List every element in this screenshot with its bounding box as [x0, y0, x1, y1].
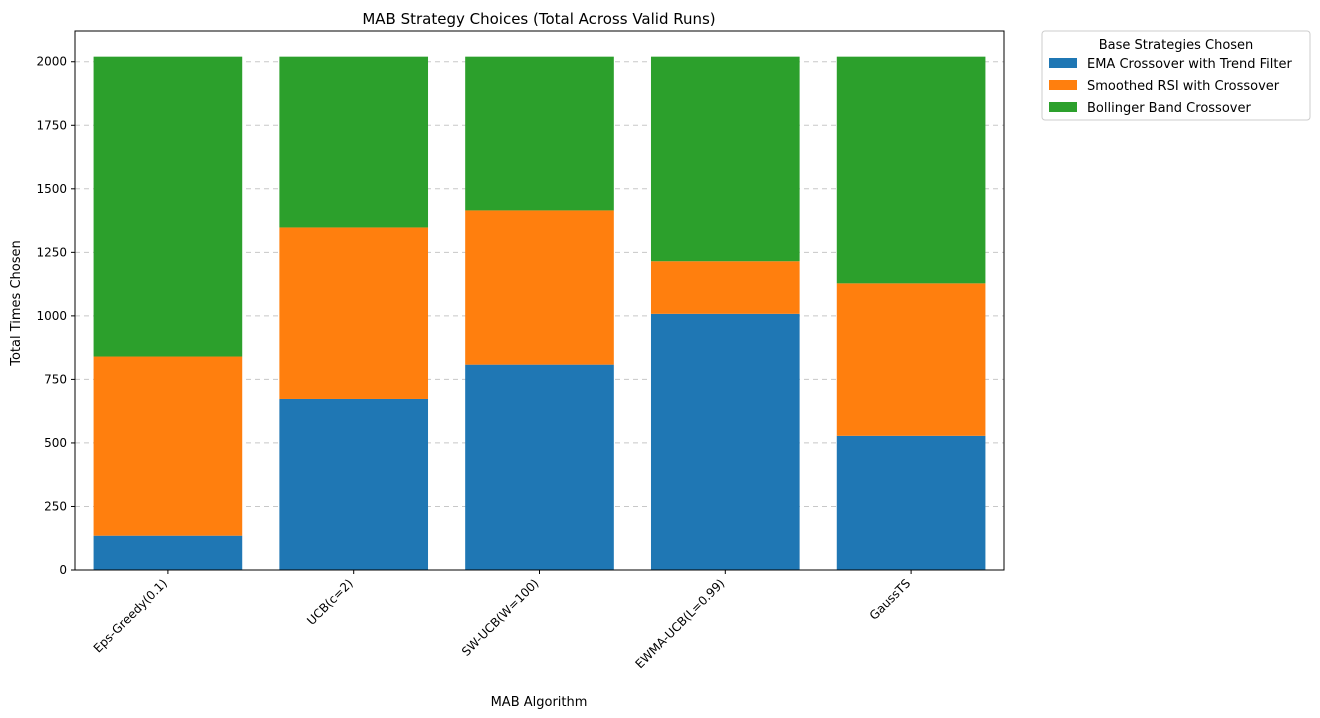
bar-segment	[465, 364, 614, 570]
legend-items: EMA Crossover with Trend Filter Smoothed …	[1049, 57, 1292, 116]
y-tick-label: 0	[59, 563, 67, 577]
bar-segment	[836, 283, 986, 436]
bar-segment	[650, 56, 800, 262]
legend-swatch	[1049, 58, 1077, 68]
bar-segment	[836, 56, 986, 284]
bar-segment	[93, 56, 243, 357]
legend-label: Bollinger Band Crossover	[1087, 101, 1251, 116]
x-tick-label: EWMA-UCB(L=0.99)	[632, 576, 727, 671]
bar-segment	[650, 313, 800, 570]
y-tick-label: 750	[44, 372, 67, 386]
x-tick-label: Eps-Greedy(0.1)	[91, 576, 170, 655]
y-tick-label: 1500	[36, 182, 67, 196]
bars-layer	[93, 56, 986, 570]
legend-title: Base Strategies Chosen	[1099, 38, 1254, 53]
legend-label: Smoothed RSI with Crossover	[1087, 79, 1280, 94]
bar-segment	[650, 261, 800, 314]
x-tick-label: UCB(c=2)	[304, 576, 356, 628]
bar-segment	[279, 227, 429, 399]
legend-swatch	[1049, 102, 1077, 112]
y-tick-label: 500	[44, 436, 67, 450]
legend-label: EMA Crossover with Trend Filter	[1087, 57, 1292, 72]
bar-segment	[279, 56, 429, 228]
x-tick-label: GaussTS	[867, 576, 913, 622]
legend-swatch	[1049, 80, 1077, 90]
y-tick-label: 1000	[36, 309, 67, 323]
y-tick-label: 1750	[36, 118, 67, 132]
legend: Base Strategies Chosen EMA Crossover wit…	[1041, 30, 1311, 121]
x-axis-label: MAB Algorithm	[491, 695, 588, 710]
bar-segment	[465, 210, 614, 365]
bar-segment	[836, 435, 986, 570]
y-axis-label: Total Times Chosen	[9, 240, 24, 367]
y-tick-label: 2000	[36, 55, 67, 69]
y-tick-label: 250	[44, 499, 67, 513]
bar-segment	[279, 398, 429, 570]
y-tick-label: 1250	[36, 245, 67, 259]
x-tick-label: SW-UCB(W=100)	[459, 576, 542, 659]
legend-frame	[1041, 30, 1311, 121]
chart-title: MAB Strategy Choices (Total Across Valid…	[362, 10, 715, 28]
bar-segment	[465, 56, 614, 211]
bar-segment	[93, 356, 243, 536]
bar-segment	[93, 535, 243, 570]
